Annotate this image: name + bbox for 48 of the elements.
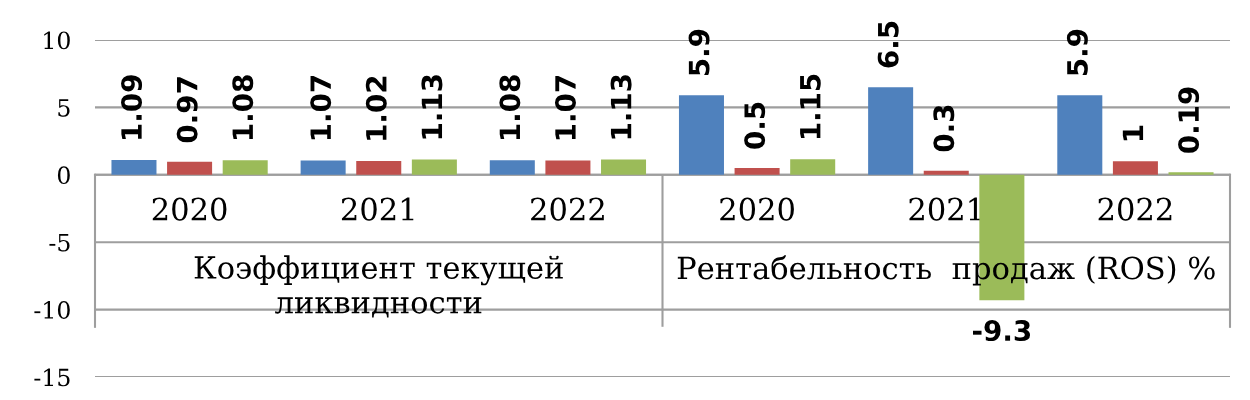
bar [601, 159, 647, 175]
bar [923, 170, 969, 175]
bar [1057, 95, 1103, 175]
bar [1168, 172, 1214, 175]
x-tick-label: 2020 [152, 197, 227, 221]
data-label: 0.19 [1178, 87, 1200, 153]
data-label: 5.9 [1066, 29, 1088, 76]
data-label: 5.9 [688, 29, 710, 76]
data-label: 1 [1122, 125, 1144, 141]
bar [868, 87, 914, 175]
bar [545, 160, 591, 175]
data-label: 1.09 [121, 75, 143, 139]
x-tick-label: 2020 [720, 197, 794, 221]
x-tick-label: 2022 [531, 197, 604, 221]
bar [222, 160, 268, 175]
bar [300, 160, 346, 175]
data-label: 6.5 [877, 21, 899, 68]
data-label: 1.13 [421, 75, 443, 139]
y-tick-label: 10 [44, 31, 70, 50]
data-label: 1.08 [232, 75, 254, 140]
data-label: 1.07 [310, 75, 332, 140]
data-label: 0.5 [744, 102, 766, 149]
y-tick-label: -15 [34, 368, 70, 387]
y-tick-label: 5 [58, 99, 70, 117]
bar [411, 159, 457, 175]
y-tick-label: -10 [34, 301, 70, 319]
bar [790, 159, 836, 175]
data-label: 1.15 [800, 74, 821, 139]
data-label: 0.97 [176, 77, 198, 143]
bar [356, 161, 402, 175]
bar [734, 168, 780, 175]
data-label: -9.3 [973, 320, 1031, 342]
data-label: 1.07 [554, 75, 576, 140]
y-tick-label: -5 [49, 233, 70, 252]
y-tick-label: 0 [57, 166, 70, 185]
annotation: Коэффициент текущей ликвидности [194, 255, 563, 318]
data-label: 1.02 [365, 76, 387, 140]
x-tick-label: 2022 [1098, 197, 1172, 221]
bar [1112, 161, 1158, 175]
bar [678, 95, 724, 175]
data-label: 0.3 [933, 105, 955, 152]
data-label: 1.08 [499, 75, 521, 140]
x-tick-label: 2021 [341, 197, 414, 221]
bar [111, 160, 157, 175]
data-label: 1.13 [610, 75, 632, 139]
bar [489, 160, 535, 175]
x-tick-label: 2021 [909, 197, 981, 221]
bar [167, 161, 213, 175]
